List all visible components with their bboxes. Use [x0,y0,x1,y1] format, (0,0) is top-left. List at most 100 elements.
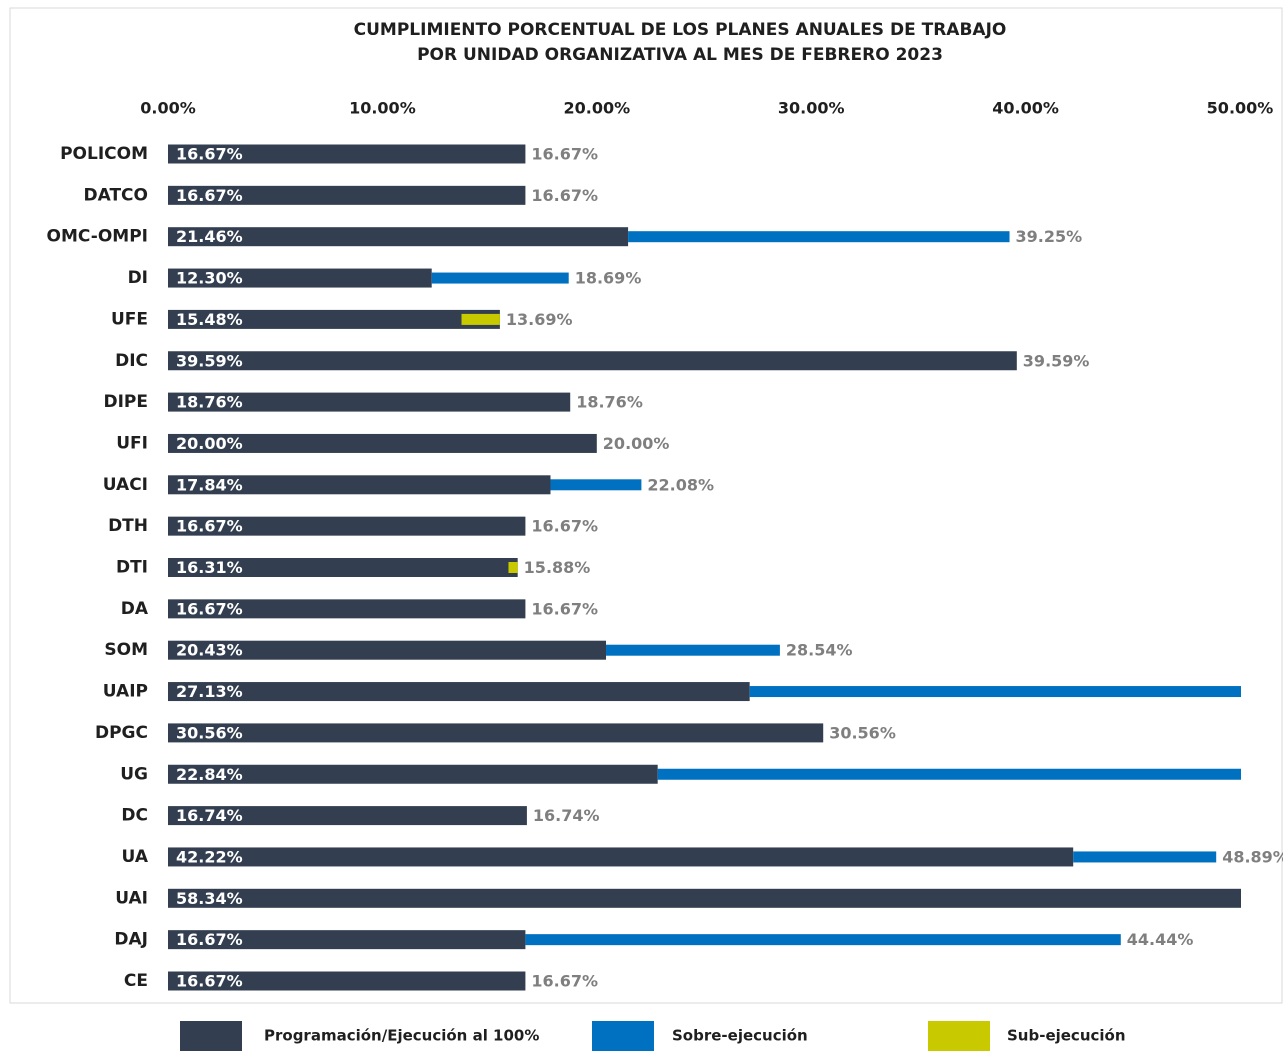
legend-label: Sub-ejecución [1007,1027,1126,1045]
executed-label: 16.67% [531,186,598,205]
legend-swatch [928,1021,990,1051]
executed-label: 30.56% [829,723,896,742]
executed-label: 44.44% [1127,930,1194,949]
over-execution-bar [550,479,642,491]
category-label: DATCO [84,185,148,205]
programmed-label: 16.67% [176,145,243,164]
category-label: DAJ [114,930,148,950]
programmed-label: 39.59% [176,351,243,370]
programmed-bar [168,392,571,412]
programmed-bar [168,971,526,991]
executed-label: 16.67% [531,972,598,991]
programmed-bar [168,930,526,950]
programmed-bar [168,351,1017,371]
over-execution-bar [749,686,1241,698]
programmed-bar [168,558,518,577]
executed-label: 28.54% [786,641,853,660]
under-execution-bar [508,562,518,573]
executed-label: 18.69% [575,269,642,288]
over-execution-bar [628,231,1010,243]
programmed-bar [168,682,750,702]
programmed-label: 12.30% [176,269,243,288]
category-label: DC [121,806,148,826]
executed-label: 39.59% [1023,351,1090,370]
programmed-bar [168,723,824,743]
category-label: UFE [111,309,148,329]
programmed-label: 16.74% [176,806,243,825]
category-label: DI [128,268,148,288]
over-execution-bar [606,644,780,656]
programmed-label: 42.22% [176,847,243,866]
legend-swatch [180,1021,242,1051]
category-label: DIPE [103,392,148,412]
category-label: DIC [115,351,148,371]
executed-label: 18.76% [576,393,643,412]
programmed-label: 27.13% [176,682,243,701]
category-label: OMC-OMPI [47,227,148,247]
legend-label: Programación/Ejecución al 100% [264,1027,539,1045]
programmed-label: 17.84% [176,475,243,494]
x-tick-label: 0.00% [140,99,196,118]
executed-label: 16.67% [531,145,598,164]
executed-label: 39.25% [1016,227,1083,246]
x-tick-label: 10.00% [349,99,416,118]
executed-label: 15.88% [524,558,591,577]
category-label: CE [124,971,148,991]
programmed-label: 18.76% [176,393,243,412]
programmed-bar [168,475,551,495]
programmed-bar [168,640,607,660]
category-label: DA [121,599,149,619]
chart-title: POR UNIDAD ORGANIZATIVA AL MES DE FEBRER… [417,45,943,65]
programmed-bar [168,847,1074,867]
category-label: UAIP [103,682,148,702]
category-label: UG [120,764,148,784]
programmed-label: 16.67% [176,599,243,618]
x-tick-label: 20.00% [563,99,630,118]
legend-label: Sobre-ejecución [672,1027,808,1045]
programmed-bar [168,227,629,247]
chart-frame [9,7,1283,1004]
over-execution-bar [1073,851,1217,863]
category-label: DTH [108,516,148,536]
programmed-bar [168,806,527,826]
chart-title: CUMPLIMIENTO PORCENTUAL DE LOS PLANES AN… [354,20,1007,40]
under-execution-bar [461,313,500,325]
executed-label: 16.67% [531,517,598,536]
executed-label: 22.08% [647,475,714,494]
programmed-bar [168,185,526,205]
programmed-bar [168,764,658,784]
category-label: DPGC [95,723,148,743]
legend-swatch [592,1021,654,1051]
executed-label: 13.69% [506,310,573,329]
programmed-bar [168,268,432,288]
executed-label: 20.00% [603,434,670,453]
programmed-label: 16.67% [176,186,243,205]
programmed-label: 15.48% [176,310,243,329]
programmed-label: 58.34% [176,889,243,908]
category-label: DTI [116,558,148,578]
programmed-bar [168,888,1241,908]
over-execution-bar [431,272,569,284]
programmed-label: 16.31% [176,558,243,577]
programmed-label: 16.67% [176,517,243,536]
programmed-bar [168,599,526,619]
programmed-label: 30.56% [176,723,243,742]
x-tick-label: 30.00% [778,99,845,118]
programmed-label: 22.84% [176,765,243,784]
x-tick-label: 40.00% [992,99,1059,118]
programmed-bar [168,309,500,329]
programmed-label: 21.46% [176,227,243,246]
programmed-bar [168,433,597,453]
over-execution-bar [525,934,1121,946]
plot-area [168,144,1241,991]
category-label: UAI [115,888,148,908]
programmed-label: 20.43% [176,641,243,660]
programmed-bar [168,144,526,164]
programmed-bar [168,516,526,536]
category-label: SOM [104,640,148,660]
executed-label: 16.67% [531,599,598,618]
x-tick-label: 50.00% [1207,99,1274,118]
executed-label: 48.89% [1222,847,1283,866]
executed-label: 16.74% [533,806,600,825]
